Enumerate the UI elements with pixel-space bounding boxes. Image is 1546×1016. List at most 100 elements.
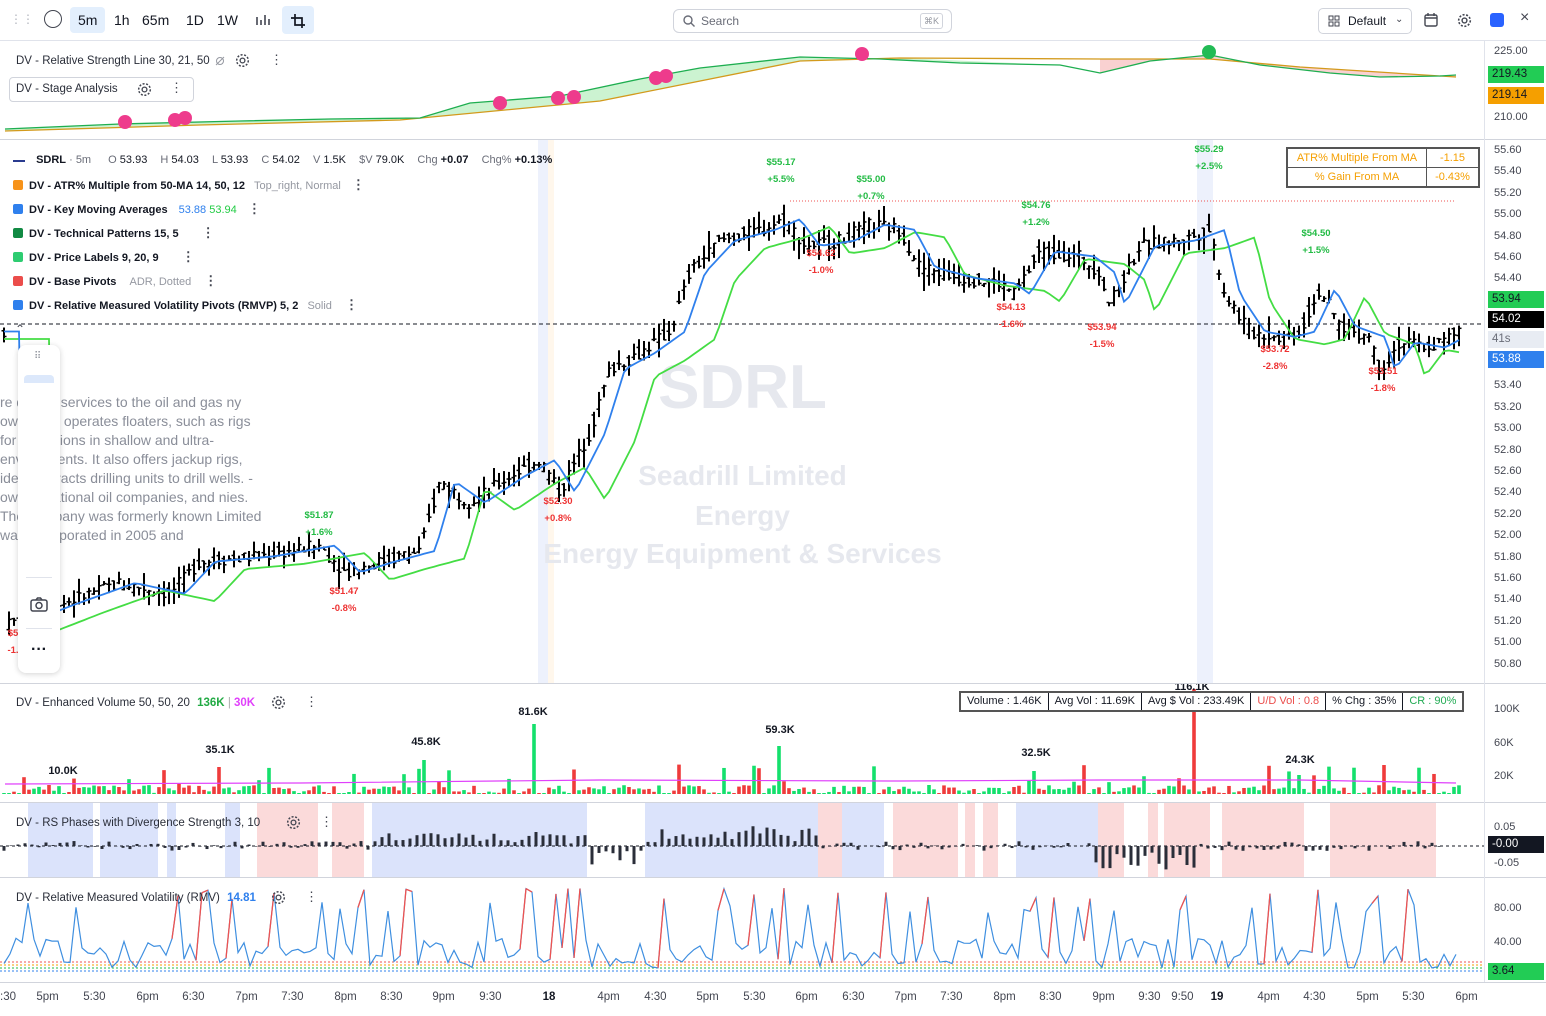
legend-more-icon[interactable]: ⋮ <box>181 249 195 264</box>
stage-settings-icon[interactable] <box>137 82 152 97</box>
volume-bar <box>457 791 461 794</box>
legend-price-labels[interactable]: DV - Price Labels 9, 20, 9 ⋮ <box>13 249 195 265</box>
rs-phase-bar <box>471 834 475 846</box>
volume-peak-label: 10.0K <box>48 765 77 777</box>
volume-bar <box>627 787 631 794</box>
legend-sub: ADR, Dotted <box>129 276 192 288</box>
rs-phase-bar <box>912 846 916 848</box>
timeframe-1d[interactable]: 1D <box>186 12 204 28</box>
rs-phase-bar <box>1276 846 1280 849</box>
stage-analysis-legend[interactable]: DV - Stage Analysis ⋮ <box>9 77 194 102</box>
camera-icon[interactable] <box>30 597 48 612</box>
volume-bar <box>832 786 836 794</box>
timeframe-1h[interactable]: 1h <box>114 12 130 28</box>
volume-bar <box>857 786 861 794</box>
volume-bar <box>1057 788 1061 794</box>
legend-technical-patterns[interactable]: DV - Technical Patterns 15, 5 ⋮ <box>13 225 215 241</box>
volume-bar <box>562 791 566 794</box>
rs-phase-band <box>983 803 998 877</box>
legend-more-icon[interactable]: ⋮ <box>247 201 261 216</box>
bar-chart-type-icon[interactable] <box>255 13 271 27</box>
rmv-settings-icon[interactable] <box>271 890 286 905</box>
legend-more-icon[interactable]: ⋮ <box>204 273 218 288</box>
time-axis-label: 4:30 <box>644 991 667 1003</box>
hidden-eye-icon[interactable] <box>215 56 225 66</box>
legend-base-pivots[interactable]: DV - Base Pivots ADR, Dotted ⋮ <box>13 273 217 289</box>
time-axis-label: 7pm <box>235 991 258 1003</box>
volume-bar <box>362 786 366 794</box>
layout-select[interactable]: Default ⌄ <box>1318 8 1412 34</box>
volume-bar <box>677 764 681 794</box>
legend-more-icon[interactable]: ⋮ <box>351 177 365 192</box>
rs-line <box>4 54 1457 130</box>
volume-bar <box>842 785 846 794</box>
rs-phase-bar <box>1087 843 1091 846</box>
volume-bar <box>887 786 891 794</box>
volume-bar <box>92 785 96 794</box>
active-tool-indicator[interactable] <box>24 375 54 383</box>
rmv-high-segment <box>1311 889 1319 953</box>
rs-phase-bar <box>758 833 762 846</box>
volume-bar <box>492 792 496 794</box>
volume-avg-line <box>4 779 1457 785</box>
price-chart[interactable]: $55.17 +5.5% $55.00 +0.7% $54.76 +1.2% $55.29 +… <box>0 140 1484 683</box>
rs-phase-bar <box>1430 842 1434 846</box>
ohlc-high: 54.03 <box>171 154 199 166</box>
pivot-pct-label: +0.7% <box>857 191 885 202</box>
settings-gear-icon[interactable] <box>1457 13 1472 28</box>
volume-bar <box>177 783 181 794</box>
time-axis-label: 7pm <box>894 991 917 1003</box>
rmv-legend[interactable]: DV - Relative Measured Volatility (RMV) … <box>16 892 256 904</box>
clock-icon[interactable] <box>44 10 62 28</box>
time-axis-label: 8:30 <box>1039 991 1062 1003</box>
session-band-2 <box>1197 140 1213 683</box>
drag-handle-icon[interactable]: ⋮⋮ <box>10 12 34 26</box>
calendar-icon[interactable] <box>1424 13 1438 27</box>
rs-phases-more-icon[interactable]: ⋮ <box>320 814 333 829</box>
legend-more-icon[interactable]: ⋮ <box>201 225 215 240</box>
rs-line-more-icon[interactable]: ⋮ <box>270 52 283 67</box>
timeframe-1w[interactable]: 1W <box>217 12 238 28</box>
color-theme-swatch[interactable] <box>1490 13 1504 27</box>
more-tools-icon[interactable]: ··· <box>31 641 47 658</box>
search-placeholder: Search <box>701 14 740 28</box>
pivot-price-label: $52.30 <box>543 496 572 507</box>
volume-bar <box>1077 785 1081 794</box>
price-axis-label: 54.80 <box>1494 229 1522 242</box>
timeframe-65m[interactable]: 65m <box>142 12 170 28</box>
rmv-more-icon[interactable]: ⋮ <box>305 889 318 904</box>
rs-phase-bar <box>450 837 454 846</box>
legend-more-icon[interactable]: ⋮ <box>344 297 358 312</box>
volume-bar <box>1297 775 1301 794</box>
timeframe-5m[interactable]: 5m <box>70 7 106 33</box>
rmv-high-segment <box>879 892 887 958</box>
volume-bar <box>422 760 426 794</box>
rs-phase-bar <box>163 846 167 848</box>
volume-bar <box>1377 785 1381 794</box>
volume-bar <box>147 785 151 794</box>
volume-settings-icon[interactable] <box>271 695 286 710</box>
legend-rmvp[interactable]: DV - Relative Measured Volatility Pivots… <box>13 297 358 313</box>
rs-phase-bar <box>716 837 720 846</box>
rs-phase-bar <box>1185 846 1189 866</box>
rs-line-settings-icon[interactable] <box>235 53 250 68</box>
drag-handle-icon[interactable]: ⠿ <box>34 351 42 362</box>
rs-phases-settings-icon[interactable] <box>286 815 301 830</box>
volume-bar <box>1322 785 1326 794</box>
symbol-name[interactable]: SDRL <box>36 154 67 166</box>
stage-more-icon[interactable]: ⋮ <box>170 80 183 95</box>
price-axis-label: 51.80 <box>1494 550 1522 563</box>
legend-key-moving-averages[interactable]: DV - Key Moving Averages 53.88 53.94 ⋮ <box>13 201 261 217</box>
compare-button[interactable] <box>282 6 314 34</box>
close-icon[interactable]: × <box>1520 9 1530 26</box>
volume-more-icon[interactable]: ⋮ <box>305 694 318 709</box>
legend-atr-multiple[interactable]: DV - ATR% Multiple from 50-MA 14, 50, 12… <box>13 177 365 193</box>
search-input[interactable]: Search ⌘K <box>673 9 952 33</box>
collapse-legend-chevron-icon[interactable]: ⌃ <box>15 322 26 336</box>
price-axis-label: 52.40 <box>1494 486 1522 499</box>
pivot-pct-label: +0.8% <box>544 513 572 524</box>
price-axis-label: 54.60 <box>1494 251 1522 263</box>
volume-legend[interactable]: DV - Enhanced Volume 50, 50, 20 136K | 3… <box>16 697 256 709</box>
volume-bar <box>1042 789 1046 794</box>
atr-table: ATR% Multiple From MA -1.15 % Gain From … <box>1286 147 1480 188</box>
